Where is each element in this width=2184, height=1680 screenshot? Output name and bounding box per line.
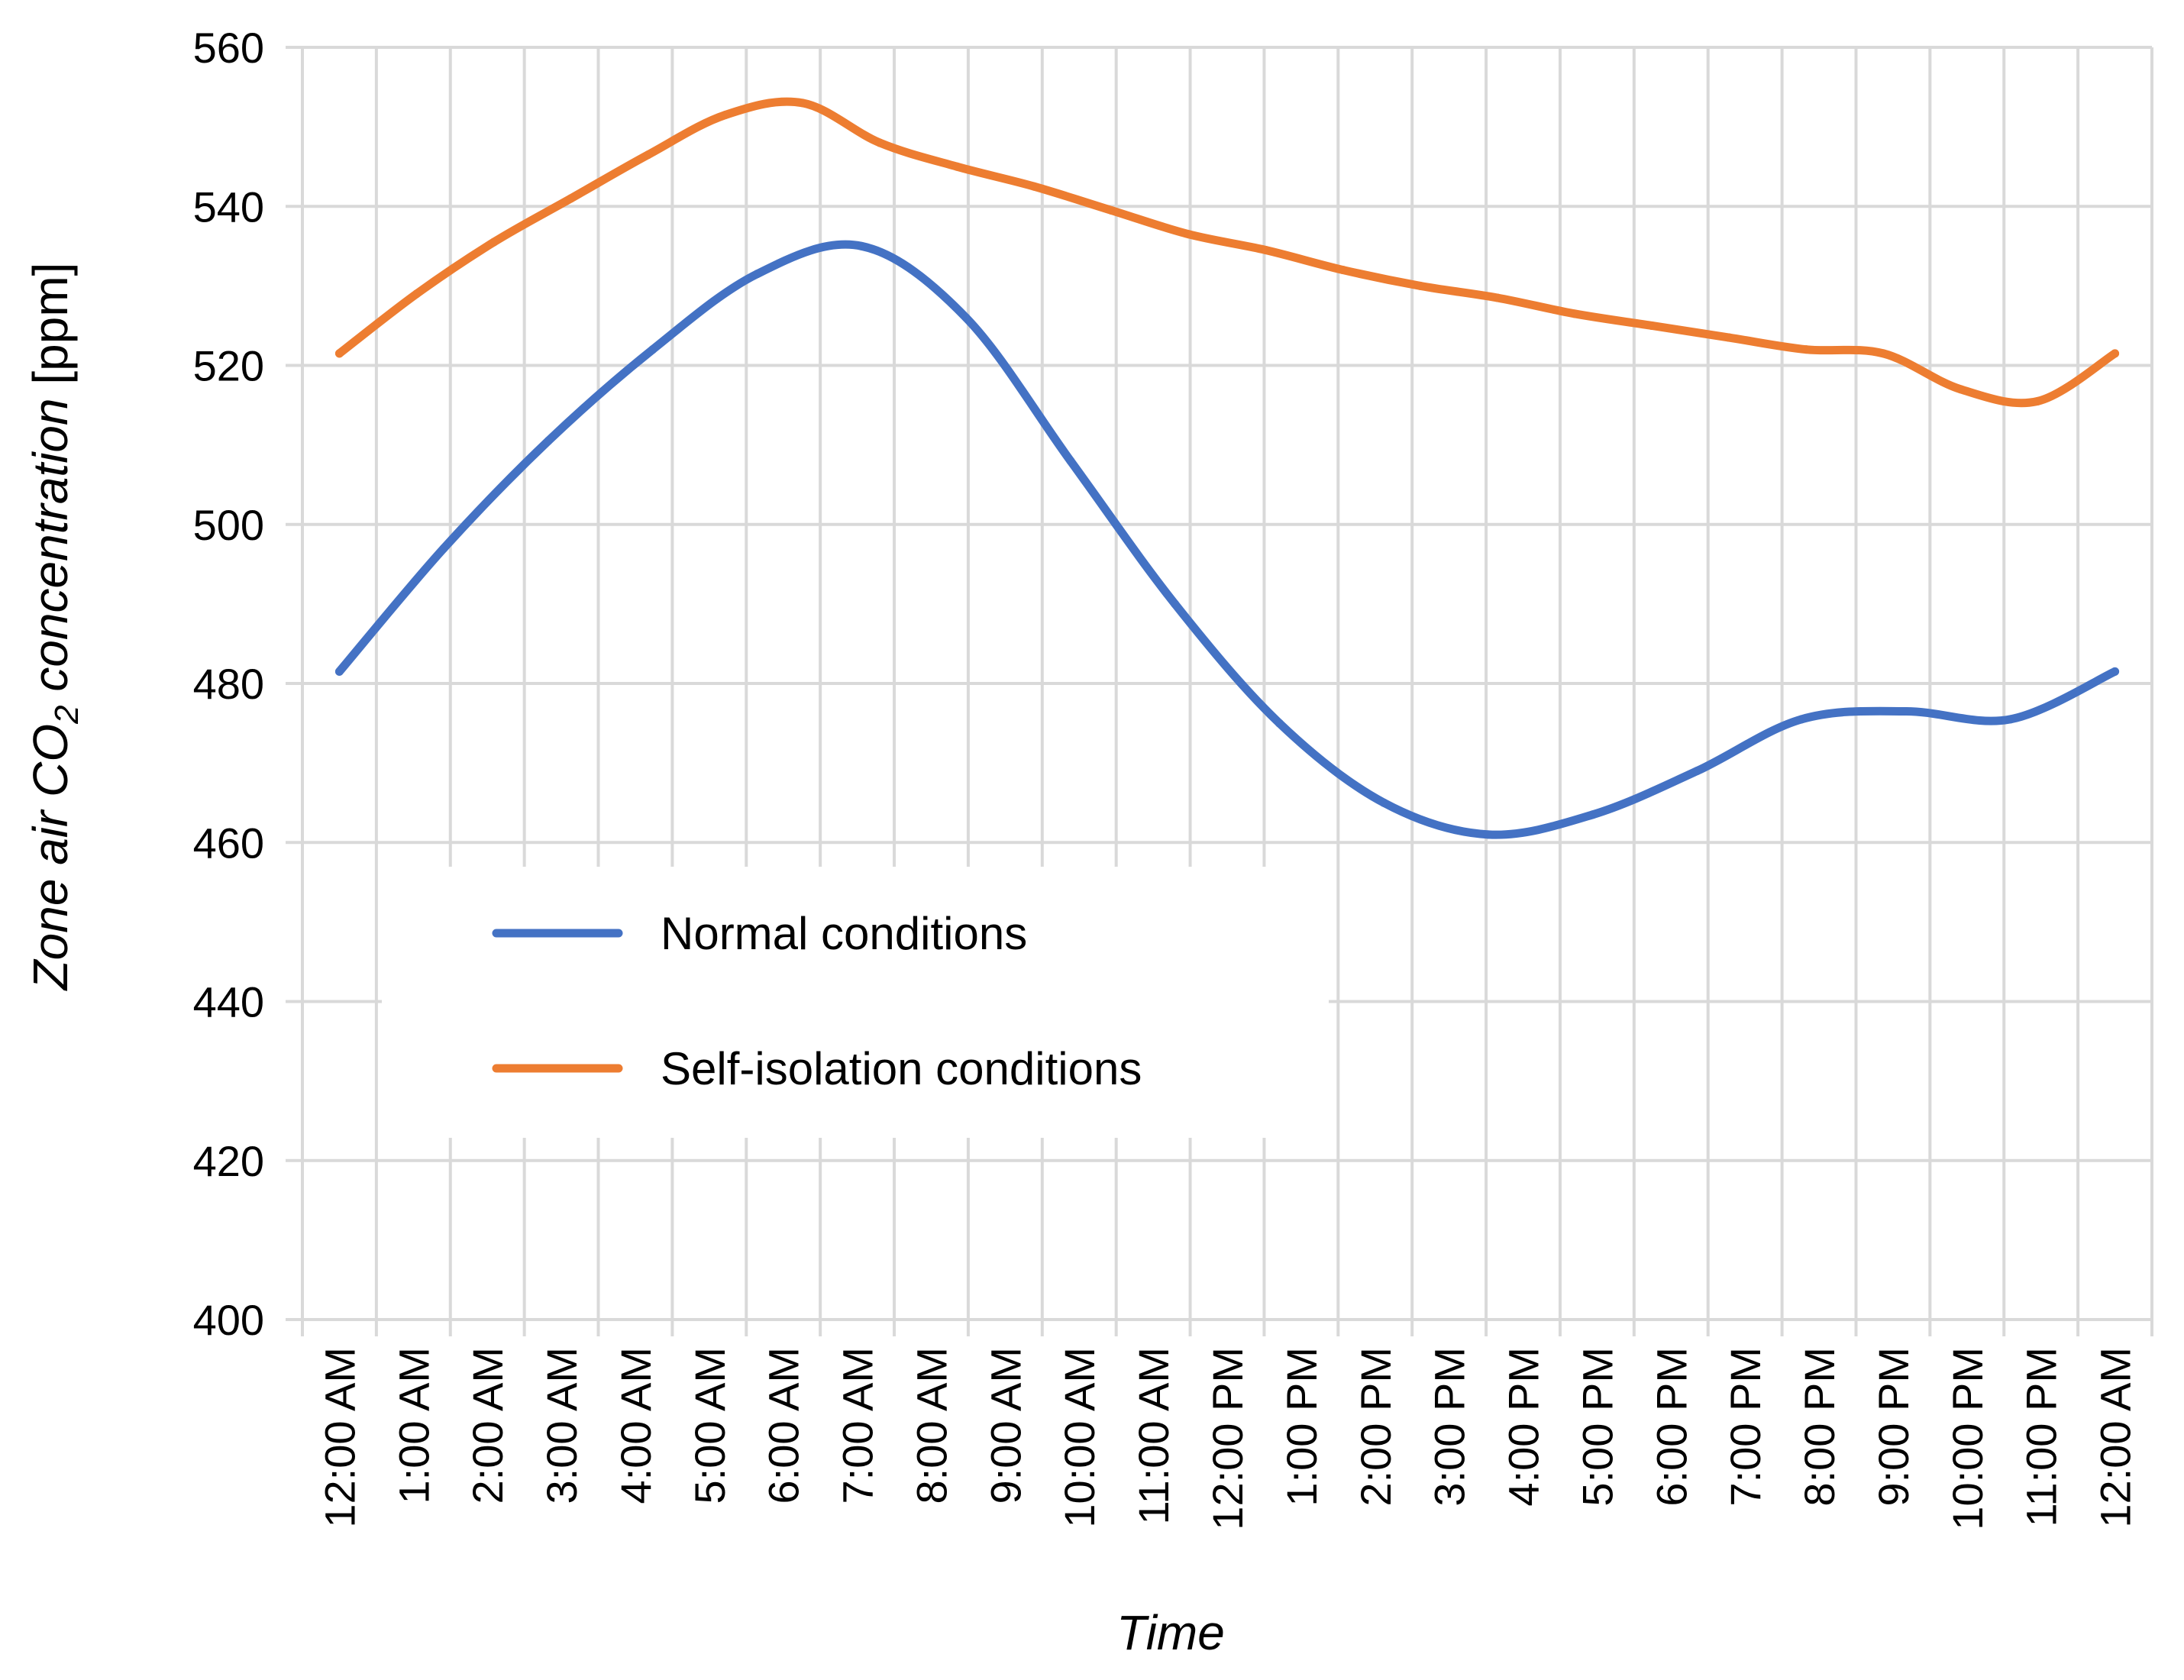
- data-point: [412, 289, 422, 299]
- x-tick-label: 9:00 AM: [981, 1347, 1029, 1504]
- data-point: [875, 138, 884, 147]
- x-tick-label: 7:00 PM: [1721, 1347, 1769, 1507]
- data-point: [1647, 321, 1656, 330]
- x-tick-label: 5:00 AM: [686, 1347, 734, 1504]
- y-axis-title-suffix: concentration: [23, 398, 78, 705]
- x-axis-title: Time: [1116, 1605, 1225, 1660]
- data-point: [1801, 345, 1811, 354]
- series-lines: [334, 97, 2120, 839]
- data-point: [1339, 266, 1348, 275]
- data-point: [961, 313, 971, 322]
- x-tick-label: 4:00 AM: [612, 1347, 660, 1504]
- x-tick-label: 12:00 AM: [2092, 1347, 2140, 1528]
- x-tick-label: 11:00 PM: [2018, 1347, 2066, 1527]
- legend-label-normal: Normal conditions: [661, 908, 1027, 959]
- data-point: [1484, 830, 1493, 839]
- data-point: [798, 99, 807, 108]
- data-point: [2033, 396, 2042, 405]
- data-point: [567, 194, 576, 203]
- data-point: [1901, 706, 1911, 716]
- data-point: [1879, 349, 1888, 358]
- x-tick-label: 2:00 PM: [1352, 1347, 1400, 1507]
- data-point: [1588, 810, 1598, 819]
- x-tick-label: 3:00 AM: [538, 1347, 586, 1504]
- data-point: [2006, 715, 2015, 724]
- y-axis-title-subscript: 2: [48, 705, 86, 724]
- y-tick-label: 540: [193, 183, 264, 231]
- data-point: [1379, 798, 1388, 807]
- data-point: [648, 345, 657, 354]
- x-tick-label: 5:00 PM: [1573, 1347, 1621, 1507]
- legend-label-self-isolation: Self-isolation conditions: [661, 1043, 1142, 1094]
- x-tick-label: 8:00 PM: [1795, 1347, 1843, 1507]
- y-tick-label: 480: [193, 660, 264, 708]
- data-point: [1692, 767, 1701, 776]
- x-tick-label: 7:00 AM: [834, 1347, 882, 1504]
- data-point: [721, 111, 730, 120]
- data-point: [334, 349, 344, 358]
- data-point: [1416, 281, 1425, 290]
- x-tick-label: 4:00 PM: [1500, 1347, 1548, 1507]
- data-point: [1493, 293, 1502, 302]
- x-tick-label: 10:00 PM: [1943, 1347, 1992, 1530]
- x-tick-label: 8:00 AM: [907, 1347, 955, 1504]
- data-point: [753, 270, 762, 279]
- data-point: [1066, 456, 1075, 465]
- data-point: [1797, 715, 1806, 724]
- data-point: [1570, 309, 1579, 318]
- y-tick-label: 420: [193, 1137, 264, 1185]
- data-point: [1262, 246, 1271, 255]
- x-tick-label: 6:00 AM: [760, 1347, 808, 1504]
- data-point: [334, 667, 344, 676]
- y-tick-label: 400: [193, 1296, 264, 1344]
- data-point: [544, 436, 553, 445]
- x-tick-label: 10:00 AM: [1055, 1347, 1103, 1528]
- data-point: [439, 544, 448, 553]
- x-tick-label: 12:00 PM: [1203, 1347, 1252, 1530]
- data-point: [1107, 205, 1116, 215]
- x-tick-label: 6:00 PM: [1647, 1347, 1695, 1507]
- data-point: [1724, 333, 1733, 342]
- y-tick-label: 560: [193, 24, 264, 72]
- data-point: [952, 162, 961, 171]
- data-point: [2111, 349, 2120, 358]
- x-tick-label: 12:00 AM: [315, 1347, 363, 1528]
- x-tick-label: 1:00 AM: [389, 1347, 438, 1504]
- series-line-self-isolation: [334, 97, 2120, 408]
- y-tick-label: 440: [193, 978, 264, 1026]
- y-axis-title-unit: [ppm]: [23, 263, 78, 399]
- data-point: [489, 237, 499, 247]
- legend: Normal conditions Self-isolation conditi…: [382, 867, 1329, 1138]
- series-line-normal: [334, 240, 2120, 839]
- y-axis-title-prefix: Zone air CO: [23, 724, 78, 992]
- axes: 400 420 440 460 480 500 520 540 560 12:00 AM 1:00 …: [193, 24, 2140, 1530]
- data-point: [1184, 230, 1193, 239]
- data-point: [1029, 182, 1039, 191]
- y-tick-label: 460: [193, 819, 264, 867]
- data-point: [2111, 667, 2120, 676]
- data-point: [1171, 599, 1180, 609]
- y-tick-label: 520: [193, 342, 264, 390]
- data-point: [644, 150, 653, 160]
- x-tick-label: 11:00 AM: [1129, 1347, 1178, 1524]
- data-point: [1275, 719, 1284, 728]
- y-axis-title: Zone air CO2 concentration [ppm]: [23, 263, 86, 992]
- data-point: [857, 241, 866, 250]
- y-tick-label: 500: [193, 501, 264, 549]
- x-tick-label: 1:00 PM: [1278, 1347, 1326, 1507]
- x-tick-label: 2:00 AM: [464, 1347, 512, 1504]
- x-tick-label: 9:00 PM: [1869, 1347, 1917, 1507]
- legend-background: [382, 867, 1329, 1138]
- x-tick-label: 3:00 PM: [1426, 1347, 1474, 1507]
- data-point: [1956, 385, 1965, 394]
